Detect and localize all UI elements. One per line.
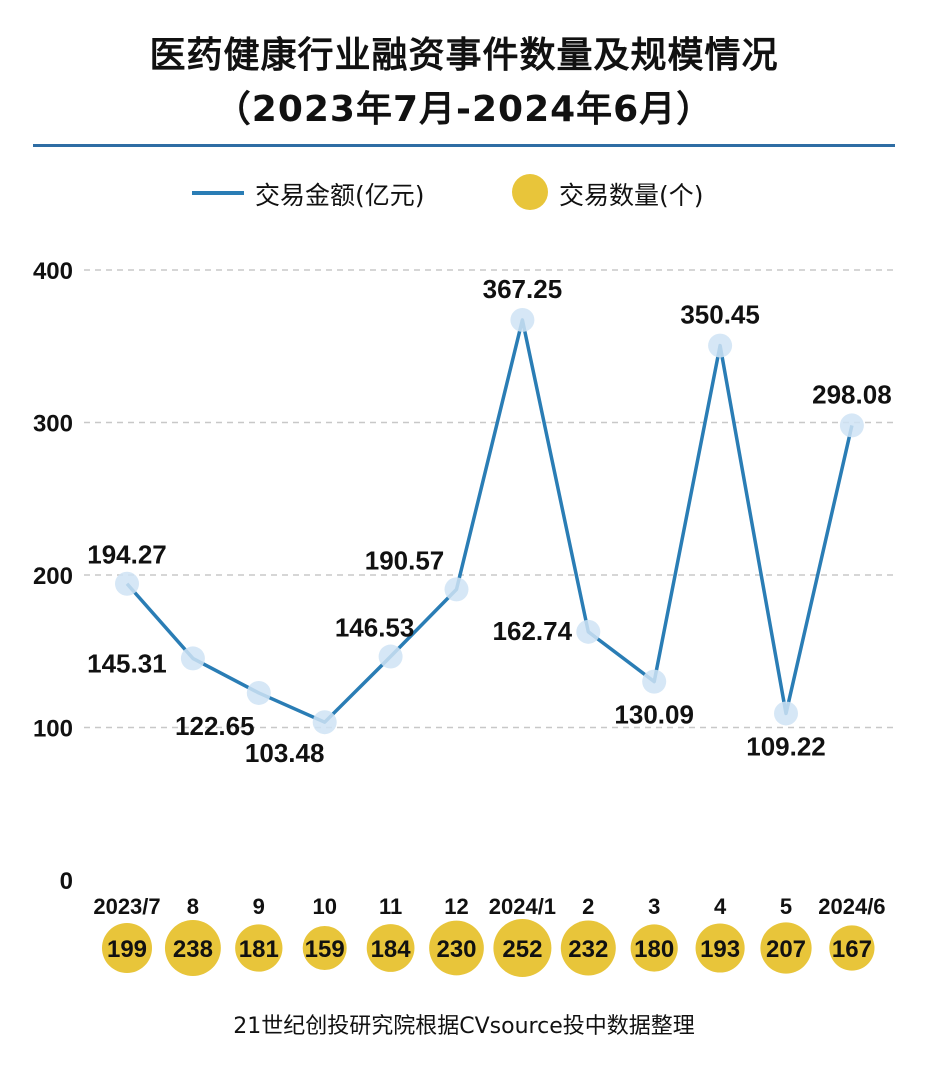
count-bubble-label: 238 bbox=[173, 936, 213, 963]
marker-layer bbox=[115, 307, 864, 735]
x-tick-label: 3 bbox=[648, 894, 660, 919]
amount-point bbox=[378, 644, 403, 669]
y-tick-label: 400 bbox=[33, 258, 73, 285]
count-bubble bbox=[429, 920, 484, 976]
x-tick-label: 2 bbox=[582, 894, 594, 919]
amount-value-label: 298.08 bbox=[812, 379, 892, 409]
title-divider bbox=[33, 144, 895, 147]
count-bubble bbox=[101, 922, 153, 974]
chart-title: 医药健康行业融资事件数量及规模情况 bbox=[149, 35, 779, 76]
count-bubble bbox=[829, 925, 875, 971]
x-tick-label: 5 bbox=[780, 894, 792, 919]
source-note: 21世纪创投研究院根据CVsource投中数据整理 bbox=[233, 1014, 695, 1039]
chart-subtitle: （2023年7月-2024年6月） bbox=[214, 89, 714, 130]
x-tick-label: 2024/1 bbox=[489, 894, 556, 919]
y-tick-label: 0 bbox=[60, 868, 73, 895]
amount-point bbox=[312, 710, 337, 735]
count-bubble-label: 159 bbox=[305, 936, 345, 963]
amount-point bbox=[576, 619, 601, 644]
grid-layer bbox=[84, 269, 898, 729]
amount-point bbox=[180, 646, 205, 671]
count-bubble-layer: 199 238 181 159 184 230 252 232 180 193 207 167 bbox=[101, 919, 875, 977]
count-bubble-label: 199 bbox=[107, 936, 147, 963]
x-tick-labels: 2023/7 8 9 10 11 12 2024/1 2 3 4 5 2024/6 bbox=[93, 894, 885, 919]
count-bubble bbox=[560, 920, 616, 976]
amount-value-label: 367.25 bbox=[483, 274, 563, 304]
amount-value-label: 103.48 bbox=[245, 738, 325, 768]
count-bubble-label: 193 bbox=[700, 936, 740, 963]
amount-value-label: 109.22 bbox=[746, 731, 826, 761]
count-bubble bbox=[493, 919, 552, 977]
count-bubble bbox=[760, 922, 812, 974]
count-bubble-label: 207 bbox=[766, 936, 806, 963]
count-bubble bbox=[366, 924, 415, 972]
count-bubble-label: 252 bbox=[502, 936, 542, 963]
amount-value-label: 130.09 bbox=[614, 700, 694, 730]
count-bubble-label: 180 bbox=[634, 936, 674, 963]
count-bubble-label: 230 bbox=[436, 936, 476, 963]
amount-point bbox=[510, 307, 535, 332]
y-tick-label: 100 bbox=[33, 716, 73, 743]
amount-point bbox=[246, 680, 271, 705]
amount-value-label: 350.45 bbox=[680, 300, 760, 330]
count-bubble bbox=[302, 926, 347, 970]
amount-point bbox=[642, 669, 667, 694]
legend-amount-label: 交易金额(亿元) bbox=[255, 181, 425, 210]
x-tick-label: 8 bbox=[187, 894, 199, 919]
legend-count-label: 交易数量(个) bbox=[559, 181, 704, 210]
count-bubble-label: 184 bbox=[371, 936, 412, 963]
legend: 交易金额(亿元) 交易数量(个) bbox=[0, 172, 928, 212]
legend-bubble-swatch bbox=[512, 174, 548, 210]
amount-point bbox=[708, 333, 733, 358]
amount-value-label: 122.65 bbox=[175, 711, 255, 741]
amount-point bbox=[115, 571, 139, 596]
amount-point bbox=[774, 701, 798, 726]
count-bubble bbox=[164, 920, 221, 976]
x-tick-label: 11 bbox=[379, 894, 402, 919]
amount-line bbox=[125, 318, 854, 724]
amount-point bbox=[839, 413, 864, 438]
count-bubble-label: 167 bbox=[832, 936, 872, 963]
count-bubble bbox=[695, 923, 745, 973]
amount-point bbox=[444, 577, 469, 602]
count-bubble-label: 181 bbox=[239, 936, 279, 963]
x-tick-label: 10 bbox=[312, 894, 336, 919]
legend-line-swatch bbox=[192, 191, 244, 195]
amount-value-label: 194.27 bbox=[87, 540, 167, 570]
count-bubble bbox=[235, 924, 283, 972]
amount-value-label: 190.57 bbox=[365, 545, 445, 575]
amount-value-label: 162.74 bbox=[493, 616, 573, 646]
count-bubble bbox=[630, 924, 678, 972]
x-tick-label: 2023/7 bbox=[93, 894, 160, 919]
x-tick-label: 2024/6 bbox=[818, 894, 885, 919]
y-tick-label: 300 bbox=[33, 411, 73, 438]
amount-value-label: 145.31 bbox=[87, 648, 167, 678]
x-tick-label: 4 bbox=[714, 894, 727, 919]
x-tick-label: 9 bbox=[253, 894, 265, 919]
y-tick-labels: 0 100 200 300 400 bbox=[33, 258, 73, 895]
y-tick-label: 200 bbox=[33, 563, 73, 590]
amount-value-label: 146.53 bbox=[335, 613, 415, 643]
count-bubble-label: 232 bbox=[568, 936, 608, 963]
x-tick-label: 12 bbox=[444, 894, 468, 919]
line-series-layer bbox=[125, 318, 854, 724]
